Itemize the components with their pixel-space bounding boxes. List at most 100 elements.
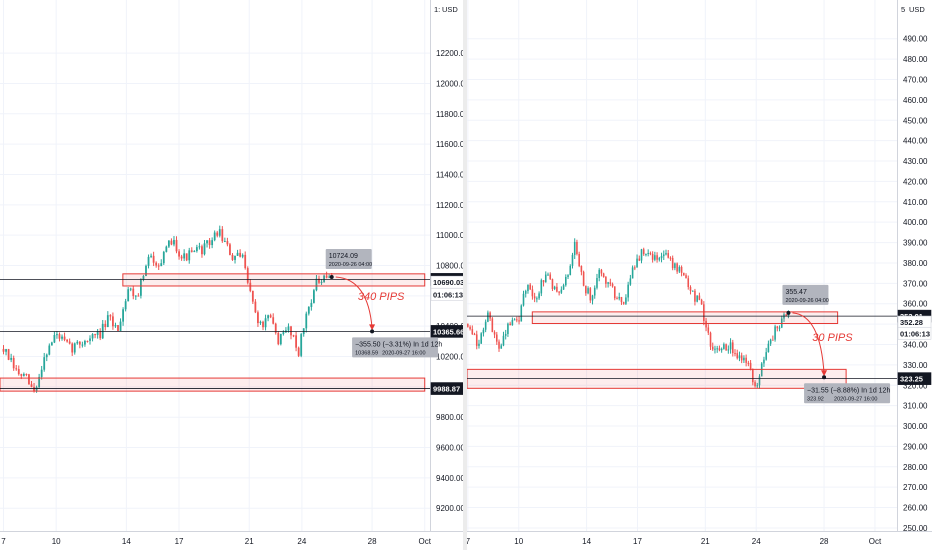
candle-body [707,327,710,333]
price-tag[interactable]: 323.25 [897,372,932,385]
candle-up [591,294,594,305]
time-tick-label: 21 [245,537,254,546]
candle-up [520,304,523,322]
candle-body [173,239,175,245]
candle-body [473,334,476,336]
candle-up [627,281,629,302]
candle-up [198,242,201,250]
candle-body [578,254,580,266]
candle-body [63,336,66,340]
candle-body [320,281,323,283]
candle-down [749,360,752,371]
candle-down [711,342,714,351]
start-price-label[interactable]: 10724.09 2020-09-26 04:00 [325,249,372,270]
candle-body [292,335,295,337]
candle-up [259,320,262,325]
candle-up [714,345,716,354]
candle-body [524,291,527,294]
candle-body [185,253,188,261]
candle-down [516,316,518,323]
price-tick-label: 300.00 [903,422,928,431]
candle-down [94,333,97,339]
candle-body [287,326,290,331]
candle-body [274,323,277,333]
candle-body [489,312,491,319]
zone-rect-1[interactable] [122,273,426,287]
start-price-label[interactable]: 355.47 2020-09-26 04:00 [782,284,829,305]
candle-body [752,369,754,383]
candle-body [636,258,638,268]
candle-down [292,334,295,338]
candle-down [551,278,554,292]
candle-body [66,339,69,342]
panel-divider[interactable] [463,0,467,550]
candle-up [61,334,63,341]
time-tick-label: Oct [869,537,882,546]
price-tag[interactable]: 10690.03 [430,275,465,289]
candle-body [689,286,692,291]
candle-body [20,374,23,376]
candle-up [147,254,150,269]
candle-body [538,293,540,299]
candle-down [736,349,739,360]
candle-body [491,318,494,333]
price-tag[interactable]: 10365.66 [430,325,465,338]
target-price-label[interactable]: −355.50 (−3.31%) In 1d 12h 10368.59 2020-0… [352,337,442,358]
price-tag[interactable]: 9988.87 [430,382,465,395]
price-tick-label: 260.00 [903,504,928,513]
candle-up [691,290,694,292]
chart-panel-left[interactable]: 9200.009400.009600.009800.0010000.001020… [0,0,470,550]
arrow-curve[interactable] [335,276,373,329]
candle-body [549,274,552,280]
time-axis: 7 10 14 17 21 24 28 Oct [1,537,431,546]
left-candlestick-chart[interactable]: 9200.009400.009600.009800.0010000.001020… [0,0,470,550]
candle-body [183,253,186,259]
candle-up [218,225,221,238]
candle-body [671,257,674,269]
candle-body [157,265,160,267]
candle-up [513,318,516,321]
price-tick-label: 12200.00 [436,49,463,58]
candle-down [669,256,672,261]
target-label-change: −31.55 (−8.88%) In 1d 12h [807,387,890,394]
candle-up [22,372,25,377]
target-price-label[interactable]: −31.55 (−8.88%) In 1d 12h 323.92 2020-09-2… [804,383,890,404]
candle-up [636,254,638,268]
time-tick-label: 10 [514,537,523,546]
candle-down [269,313,272,319]
chart-panel-right[interactable]: 250.00 260.00 270.00 280.00 290.00 300.00 310.… [466,0,932,550]
candle-down [239,249,242,258]
zone-rect-2[interactable] [0,377,426,392]
candle-body [480,333,483,344]
candle-up [241,253,244,259]
candle-body [76,341,79,344]
arrow-curve[interactable] [792,312,825,375]
price-tag-label: 01:06:13 [900,329,930,338]
price-tick-label: 440.00 [903,137,928,146]
candle-down [491,317,494,333]
price-tag[interactable]: 01:06:13 [897,326,932,340]
candle-body [763,359,765,364]
price-tick-label: 10200.00 [436,353,463,362]
candle-up [45,353,48,362]
chart-background [467,0,932,550]
candle-up [482,327,485,337]
candle-down [709,331,712,351]
zone-rect-1[interactable] [531,311,839,324]
candle-body [747,362,750,364]
price-tag[interactable]: 352.28 [897,315,932,329]
candle-down [589,287,592,304]
candle-body [119,321,122,331]
right-candlestick-chart[interactable]: 250.00 260.00 270.00 280.00 290.00 300.00 310.… [466,0,932,550]
candle-up [743,355,745,364]
candle-body [467,324,469,327]
candle-body [160,263,163,267]
price-tag[interactable]: 01:06:13 [430,288,465,301]
candle-up [547,272,549,276]
candle-body [475,334,478,346]
candle-up [696,295,698,303]
candle-body [769,339,772,344]
candle-down [251,290,254,304]
candle-body [765,352,767,360]
